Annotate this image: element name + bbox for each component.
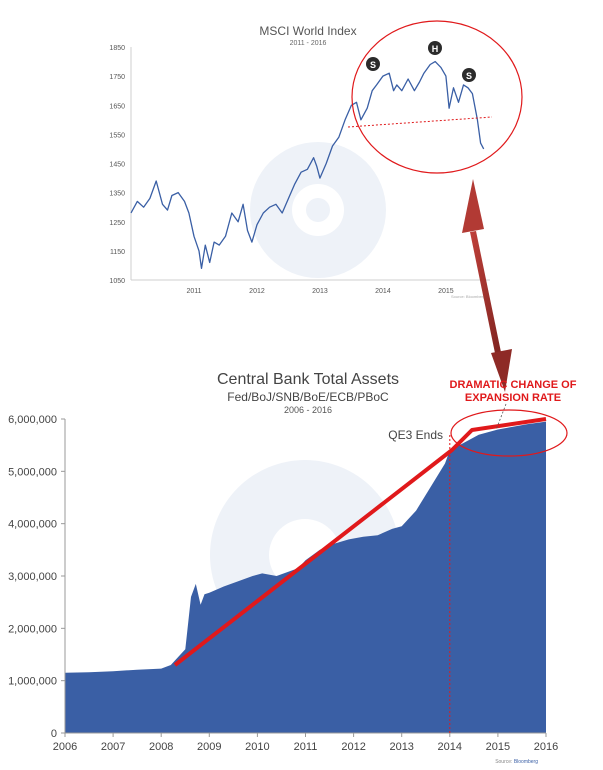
callout-leader — [495, 403, 507, 431]
cb-x-tick-3: 2009 — [197, 741, 221, 753]
neckline — [347, 116, 493, 128]
svg-text:S: S — [370, 60, 376, 70]
cb-y-tick-1: 1,000,000 — [8, 676, 57, 688]
msci-x-tick-3: 2014 — [375, 288, 391, 295]
cb-y-tick-2: 2,000,000 — [8, 623, 57, 635]
cb-y-tick-0: 0 — [51, 728, 57, 740]
msci-y-tick-8: 1850 — [109, 45, 125, 52]
cb-y-tick-4: 4,000,000 — [8, 519, 57, 531]
qe3-label: QE3 Ends — [388, 428, 443, 442]
msci-y-tick-0: 1050 — [109, 278, 125, 285]
cb-x-tick-7: 2013 — [389, 741, 413, 753]
double-arrow — [462, 179, 512, 392]
cb-x-tick-9: 2015 — [486, 741, 510, 753]
left-shoulder-marker: S — [366, 57, 380, 71]
trend-line — [173, 417, 547, 667]
msci-y-tick-labels: 1050 1150 1250 1350 1450 1550 1650 1750 1850 — [109, 45, 125, 285]
cb-x-tick-2: 2008 — [149, 741, 173, 753]
cb-x-tick-8: 2014 — [438, 741, 462, 753]
head-marker: H — [428, 41, 442, 55]
msci-x-tick-0: 2011 — [186, 288, 201, 295]
cb-y-tick-5: 5,000,000 — [8, 466, 57, 478]
msci-series-line — [130, 60, 485, 270]
msci-x-tick-2: 2013 — [312, 288, 328, 295]
svg-text:S: S — [466, 71, 472, 81]
cb-x-tick-labels: 2006 2007 2008 2009 2010 2011 2012 2013 2014 2015… — [53, 733, 558, 753]
msci-chart: MSCI World Index 2011 - 2016 1050 1150 125… — [109, 20, 523, 299]
expansion-highlight-ellipse — [450, 409, 568, 457]
msci-source: Source: Bloomberg — [451, 294, 485, 299]
cb-x-tick-4: 2010 — [245, 741, 269, 753]
right-shoulder-marker: S — [462, 68, 476, 82]
cb-x-tick-10: 2016 — [534, 741, 558, 753]
msci-x-tick-labels: 2011 2012 2013 2014 2015 — [186, 288, 453, 295]
cb-y-tick-labels: 0 1,000,000 2,000,000 3,000,000 4,000,000 5,0… — [8, 414, 65, 740]
cb-y-tick-3: 3,000,000 — [8, 571, 57, 583]
gear-watermark-top — [250, 142, 386, 278]
cb-x-tick-6: 2012 — [341, 741, 365, 753]
callout-line1: DRAMATIC CHANGE OF — [450, 379, 577, 391]
msci-y-tick-3: 1350 — [109, 191, 125, 198]
msci-y-tick-4: 1450 — [109, 162, 125, 169]
cb-assets-chart: Central Bank Total Assets Fed/BoJ/SNB/Bo… — [8, 371, 577, 765]
cb-title: Central Bank Total Assets — [217, 371, 399, 388]
cb-x-tick-5: 2011 — [294, 741, 318, 753]
msci-subtitle: 2011 - 2016 — [290, 40, 327, 47]
cb-x-tick-0: 2006 — [53, 741, 77, 753]
msci-x-tick-4: 2015 — [438, 288, 454, 295]
pattern-highlight-ellipse — [351, 20, 523, 174]
msci-title: MSCI World Index — [259, 24, 356, 38]
cb-x-tick-1: 2007 — [101, 741, 125, 753]
msci-y-tick-1: 1150 — [110, 249, 125, 256]
msci-y-tick-2: 1250 — [109, 220, 125, 227]
cb-subtitle: Fed/BoJ/SNB/BoE/ECB/PBoC — [227, 390, 389, 404]
callout-line2: EXPANSION RATE — [465, 392, 561, 404]
msci-y-tick-7: 1750 — [109, 74, 125, 81]
msci-y-tick-5: 1550 — [109, 132, 125, 139]
cb-source-name: Bloomberg — [514, 759, 538, 765]
cb-source-label: Source: Bloomberg — [495, 759, 538, 765]
svg-text:H: H — [432, 44, 439, 54]
msci-y-tick-6: 1650 — [109, 103, 125, 110]
cb-years: 2006 - 2016 — [284, 405, 332, 415]
cb-y-tick-6: 6,000,000 — [8, 414, 57, 426]
msci-x-tick-1: 2012 — [249, 288, 265, 295]
